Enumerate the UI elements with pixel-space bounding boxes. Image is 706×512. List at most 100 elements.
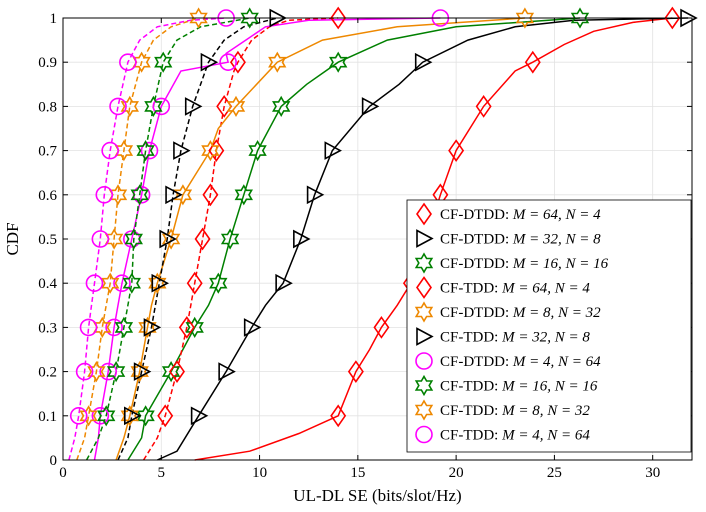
y-tick-label: 0.3 <box>38 320 57 336</box>
data-point-marker <box>165 185 183 205</box>
legend-entry-params: M = 16, N = 16 <box>501 379 598 395</box>
data-point-marker <box>475 95 492 118</box>
legend-marker <box>415 352 433 370</box>
data-point-marker <box>122 272 141 294</box>
x-tick-label: 5 <box>158 465 166 481</box>
x-tick-label: 30 <box>645 465 660 481</box>
legend: CF-DTDD: M = 64, N = 4CF-DTDD: M = 32, N… <box>406 199 692 453</box>
legend-entry: CF-DTDD: M = 8, N = 32 <box>440 305 601 321</box>
data-point-marker <box>330 404 347 428</box>
data-point-marker <box>130 184 149 206</box>
data-point-marker <box>186 271 203 295</box>
data-point-marker <box>114 316 134 338</box>
y-tick-label: 0.8 <box>38 99 57 115</box>
data-point-marker <box>248 140 267 162</box>
series-markers <box>69 6 698 428</box>
data-point-marker <box>185 316 204 338</box>
data-point-marker <box>157 404 174 428</box>
data-point-marker <box>243 318 262 337</box>
data-point-marker <box>330 6 347 30</box>
data-point-marker <box>240 7 259 29</box>
data-point-marker <box>123 406 142 426</box>
data-point-marker <box>101 141 119 160</box>
legend-entry-params: M = 8, N = 32 <box>512 305 601 321</box>
series-line-8 <box>76 17 199 461</box>
data-point-marker <box>79 405 98 427</box>
data-point-marker <box>220 228 240 250</box>
data-point-marker <box>106 361 126 383</box>
data-point-marker <box>361 97 380 116</box>
series-line-9 <box>68 17 227 461</box>
data-point-marker <box>189 7 208 29</box>
data-point-marker <box>120 405 139 427</box>
data-point-marker <box>159 229 177 249</box>
data-point-marker <box>151 273 170 293</box>
series-markers-2 <box>136 7 590 427</box>
data-point-marker <box>201 140 220 162</box>
data-point-marker <box>208 139 225 162</box>
y-tick-label: 0.4 <box>38 276 57 292</box>
data-point-marker <box>219 53 237 72</box>
data-point-marker <box>173 184 193 206</box>
series-line-4 <box>115 17 525 461</box>
data-point-marker <box>101 272 120 294</box>
data-point-marker <box>144 95 163 117</box>
data-point-marker <box>184 97 203 116</box>
series-line-7 <box>85 17 250 461</box>
data-point-marker <box>229 50 246 74</box>
data-point-marker <box>91 406 110 425</box>
series-line-2 <box>127 17 581 461</box>
legend-entry-prefix: CF-TDD: <box>440 428 502 444</box>
legend-marker <box>416 202 432 226</box>
series-line-1 <box>156 17 689 461</box>
data-point-marker <box>209 272 228 294</box>
data-point-marker <box>152 97 171 116</box>
data-point-marker <box>138 316 157 338</box>
series-line-5 <box>117 17 278 461</box>
data-point-marker <box>524 50 541 74</box>
data-point-marker <box>664 6 681 30</box>
data-point-marker <box>87 361 106 383</box>
legend-entry-prefix: CF-DTDD: <box>440 207 513 223</box>
legend-entry: CF-TDD: M = 4, N = 64 <box>440 428 590 444</box>
data-point-marker <box>120 95 139 117</box>
data-point-marker <box>136 140 155 162</box>
y-tick-label: 0 <box>50 453 58 469</box>
data-point-marker <box>178 316 195 339</box>
data-point-marker <box>448 139 465 162</box>
series-markers-5 <box>123 8 287 426</box>
data-point-marker <box>75 362 94 381</box>
data-point-marker <box>109 97 127 116</box>
data-point-marker <box>515 7 535 29</box>
data-point-marker <box>133 362 152 381</box>
data-point-marker <box>570 7 590 29</box>
y-tick-label: 0.5 <box>38 232 57 248</box>
legend-entry: CF-TDD: M = 8, N = 32 <box>440 403 590 419</box>
series-markers-1 <box>190 8 698 426</box>
data-point-marker <box>154 51 173 73</box>
legend-marker <box>414 399 434 421</box>
y-tick-label: 0.2 <box>38 365 57 381</box>
legend-entry-params: M = 16, N = 16 <box>512 256 609 272</box>
x-tick-label: 0 <box>59 465 67 481</box>
series-line-3 <box>142 17 339 461</box>
legend-entry-prefix: CF-TDD: <box>440 281 502 297</box>
y-tick-label: 0.9 <box>38 55 57 71</box>
legend-entry-prefix: CF-TDD: <box>440 330 502 346</box>
legend-entry-params: M = 64, N = 4 <box>501 281 590 297</box>
data-point-marker <box>79 318 98 337</box>
legend-entry-prefix: CF-TDD: <box>440 403 502 419</box>
data-point-marker <box>69 406 88 425</box>
legend-entry-params: M = 8, N = 32 <box>501 403 590 419</box>
data-point-marker <box>272 95 291 117</box>
data-point-marker <box>218 362 236 381</box>
legend-entry: CF-TDD: M = 16, N = 16 <box>440 379 598 395</box>
data-point-marker <box>140 141 159 160</box>
legend-entry-prefix: CF-DTDD: <box>440 305 513 321</box>
data-point-marker <box>329 51 348 73</box>
legend-entry: CF-TDD: M = 32, N = 8 <box>440 330 590 346</box>
legend-marker <box>414 374 434 397</box>
x-tick-label: 20 <box>449 465 464 481</box>
data-point-marker <box>169 360 185 383</box>
legend-entry-params: M = 64, N = 4 <box>512 207 601 223</box>
